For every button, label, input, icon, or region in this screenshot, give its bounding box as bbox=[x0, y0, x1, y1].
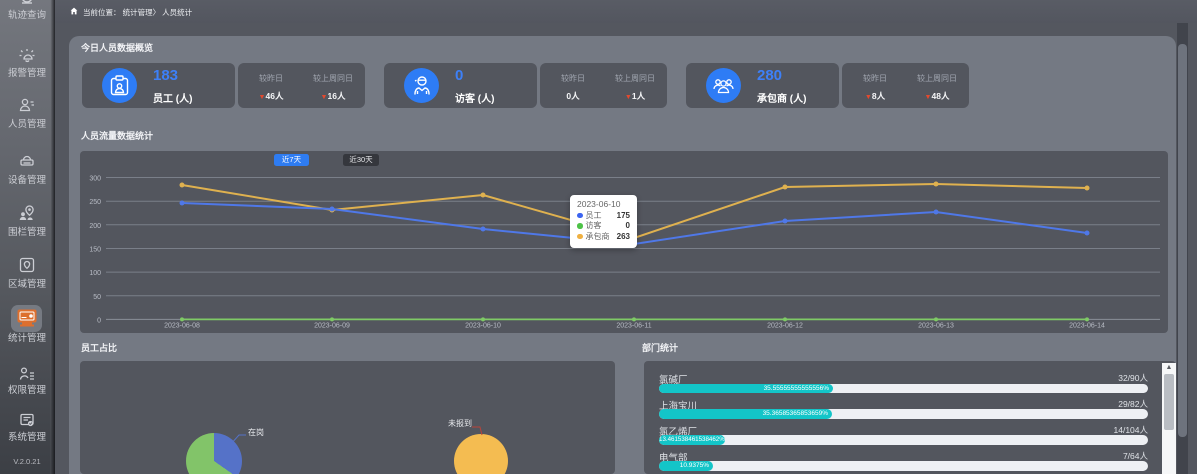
svg-text:2023-06-13: 2023-06-13 bbox=[918, 323, 954, 330]
svg-text:2023-06-09: 2023-06-09 bbox=[314, 323, 350, 330]
svg-text:100: 100 bbox=[89, 270, 101, 277]
svg-text:300: 300 bbox=[89, 176, 101, 183]
svg-text:2023-06-14: 2023-06-14 bbox=[1069, 323, 1105, 330]
svg-text:0: 0 bbox=[97, 317, 101, 324]
svg-text:2023-06-12: 2023-06-12 bbox=[767, 323, 803, 330]
svg-text:2023-06-10: 2023-06-10 bbox=[465, 323, 501, 330]
svg-text:150: 150 bbox=[89, 247, 101, 254]
svg-text:2023-06-08: 2023-06-08 bbox=[164, 323, 200, 330]
svg-text:2023-06-11: 2023-06-11 bbox=[616, 323, 651, 330]
svg-text:50: 50 bbox=[93, 294, 101, 301]
svg-text:250: 250 bbox=[89, 199, 101, 206]
svg-text:200: 200 bbox=[89, 223, 101, 230]
